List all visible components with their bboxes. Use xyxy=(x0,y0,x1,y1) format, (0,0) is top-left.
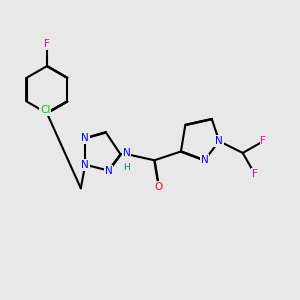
Text: F: F xyxy=(260,136,266,146)
Text: H: H xyxy=(123,163,130,172)
Text: N: N xyxy=(215,136,223,146)
Text: Cl: Cl xyxy=(40,105,50,115)
Text: F: F xyxy=(44,39,50,49)
Text: F: F xyxy=(252,169,257,178)
Text: N: N xyxy=(105,166,113,176)
Text: N: N xyxy=(123,148,130,158)
Text: N: N xyxy=(201,155,208,165)
Text: N: N xyxy=(81,160,89,170)
Text: N: N xyxy=(81,133,89,143)
Text: O: O xyxy=(155,182,163,192)
